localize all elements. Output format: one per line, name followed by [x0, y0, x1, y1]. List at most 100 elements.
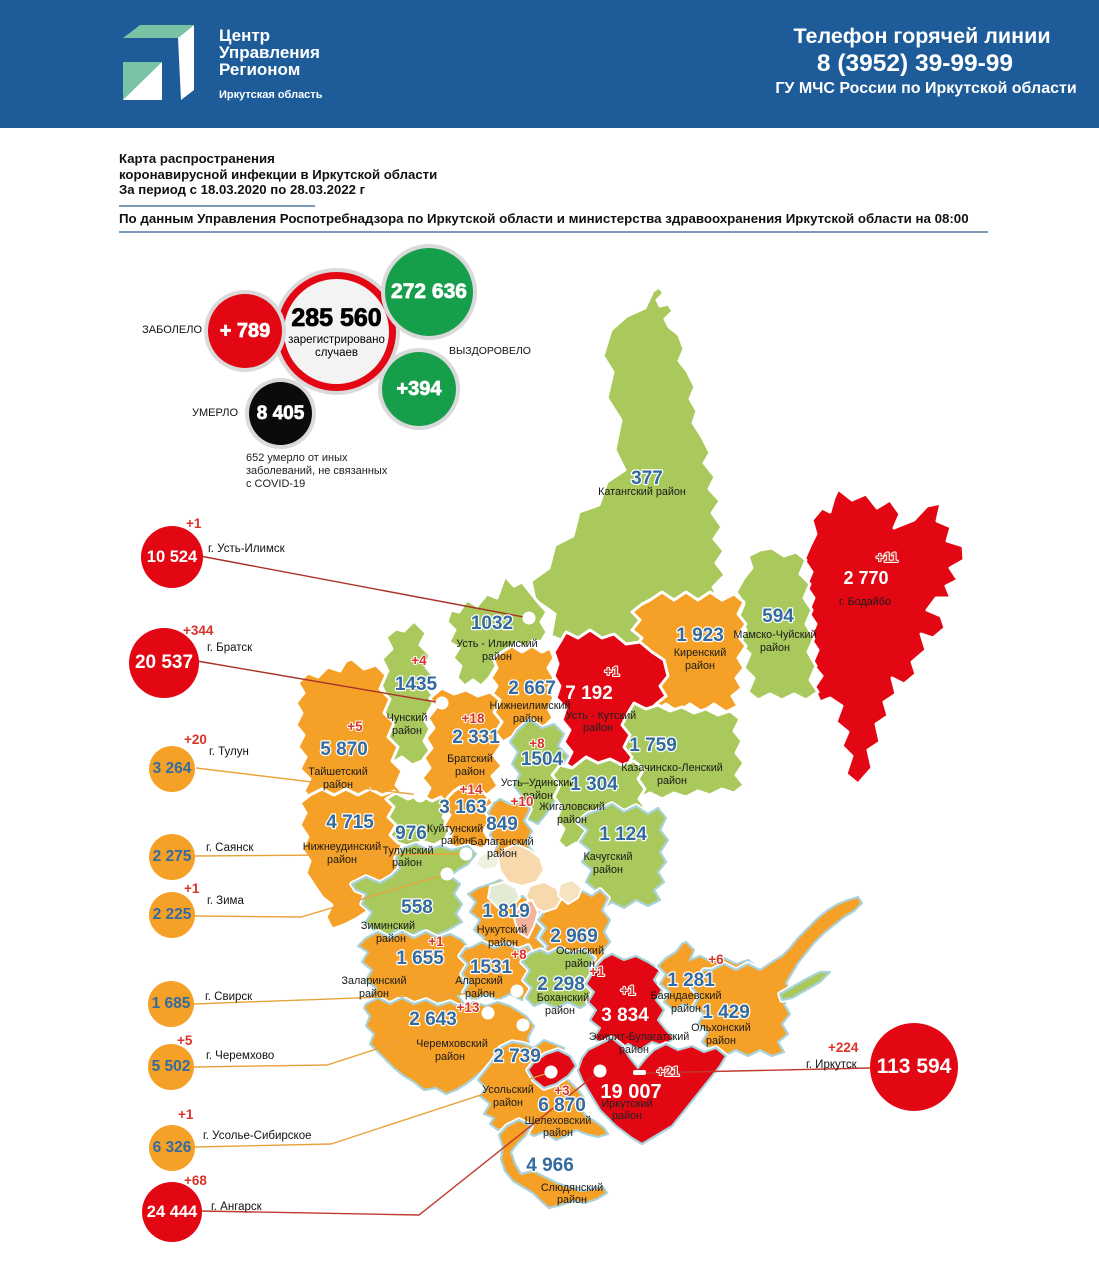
svg-text:район: район: [671, 1003, 701, 1015]
svg-text:1 759: 1 759: [629, 735, 677, 756]
svg-text:+8: +8: [511, 947, 527, 962]
svg-text:+21: +21: [657, 1064, 680, 1079]
svg-text:Чунский: Чунский: [387, 712, 428, 724]
svg-text:Аларский: Аларский: [455, 975, 503, 987]
svg-text:4 966: 4 966: [526, 1155, 574, 1176]
svg-text:377: 377: [631, 468, 663, 489]
svg-text:район: район: [760, 642, 790, 654]
svg-text:+8: +8: [529, 736, 545, 751]
svg-text:Баяндаевский: Баяндаевский: [650, 990, 721, 1002]
svg-text:+14: +14: [460, 782, 483, 797]
svg-text:+1: +1: [604, 664, 620, 679]
svg-text:район: район: [488, 937, 518, 949]
svg-text:2 667: 2 667: [508, 678, 556, 699]
svg-text:Катангский район: Катангский район: [598, 486, 686, 498]
svg-text:Казачинско-Ленский: Казачинско-Ленский: [621, 762, 723, 774]
svg-text:Усольский: Усольский: [482, 1084, 534, 1096]
svg-text:+3: +3: [554, 1083, 570, 1098]
svg-text:1 281: 1 281: [667, 970, 715, 991]
svg-text:район: район: [706, 1035, 736, 1047]
svg-text:Жигаловский: Жигаловский: [539, 801, 605, 813]
svg-text:Усть–Удинский: Усть–Удинский: [501, 777, 576, 789]
svg-text:4 715: 4 715: [326, 812, 374, 833]
svg-text:Усть - Илимский: Усть - Илимский: [456, 638, 537, 650]
svg-text:Братский: Братский: [447, 753, 493, 765]
svg-text:Мамско-Чуйский: Мамско-Чуйский: [733, 629, 816, 641]
svg-text:район: район: [455, 766, 485, 778]
svg-text:Киренский: Киренский: [674, 647, 726, 659]
svg-text:район: район: [327, 854, 357, 866]
svg-text:Балаганский: Балаганский: [470, 836, 533, 848]
svg-text:+18: +18: [462, 711, 485, 726]
svg-text:район: район: [465, 988, 495, 1000]
svg-text:район: район: [685, 660, 715, 672]
svg-text:1 304: 1 304: [570, 774, 618, 795]
svg-text:2 969: 2 969: [550, 926, 598, 947]
svg-text:Тайшетский: Тайшетский: [308, 766, 367, 778]
svg-text:Заларинский: Заларинский: [341, 975, 406, 987]
svg-text:1531: 1531: [470, 957, 513, 978]
svg-text:1 923: 1 923: [676, 625, 724, 646]
svg-text:Осинский: Осинский: [556, 945, 604, 957]
svg-text:2 770: 2 770: [843, 568, 888, 588]
svg-text:Шелеховский: Шелеховский: [525, 1115, 592, 1127]
svg-text:Иркутский: Иркутский: [601, 1098, 652, 1110]
svg-text:1 429: 1 429: [702, 1002, 750, 1023]
svg-text:1032: 1032: [471, 613, 513, 634]
svg-text:район: район: [392, 857, 422, 869]
svg-text:район: район: [323, 779, 353, 791]
svg-text:+1: +1: [428, 934, 444, 949]
svg-text:район: район: [493, 1097, 523, 1109]
svg-text:+5: +5: [347, 719, 363, 734]
svg-text:976: 976: [395, 823, 427, 844]
svg-text:район: район: [435, 1051, 465, 1063]
svg-text:район: район: [513, 713, 543, 725]
svg-text:3 163: 3 163: [439, 797, 487, 818]
svg-text:19 007: 19 007: [600, 1081, 661, 1103]
svg-text:район: район: [376, 933, 406, 945]
svg-text:+13: +13: [457, 1000, 480, 1015]
svg-text:район: район: [593, 864, 623, 876]
svg-text:район: район: [523, 790, 553, 802]
svg-text:+11: +11: [876, 550, 899, 565]
svg-text:Усть - Кутский: Усть - Кутский: [566, 710, 636, 722]
svg-text:район: район: [545, 1005, 575, 1017]
svg-text:1435: 1435: [395, 674, 438, 695]
svg-text:594: 594: [762, 606, 794, 627]
svg-text:Ольхонский: Ольхонский: [691, 1022, 751, 1034]
svg-text:район: район: [482, 651, 512, 663]
svg-text:1 124: 1 124: [599, 824, 647, 845]
svg-text:район: район: [392, 725, 422, 737]
svg-text:5 870: 5 870: [320, 739, 368, 760]
svg-text:Нижнеилимский: Нижнеилимский: [490, 700, 571, 712]
svg-text:558: 558: [401, 897, 433, 918]
svg-text:Боханский: Боханский: [537, 992, 589, 1004]
svg-text:Слюдянский: Слюдянский: [541, 1182, 603, 1194]
svg-text:3 834: 3 834: [601, 1005, 649, 1026]
svg-text:+6: +6: [708, 952, 724, 967]
svg-text:7 192: 7 192: [565, 683, 613, 704]
svg-text:2 298: 2 298: [537, 974, 585, 995]
svg-text:Черемховский: Черемховский: [416, 1038, 488, 1050]
svg-text:6 870: 6 870: [538, 1095, 586, 1116]
svg-text:район: район: [543, 1127, 573, 1139]
svg-text:район: район: [619, 1044, 649, 1056]
svg-text:район: район: [359, 988, 389, 1000]
svg-text:район: район: [657, 775, 687, 787]
svg-text:+10: +10: [511, 794, 534, 809]
svg-text:+4: +4: [411, 653, 427, 668]
svg-text:Нукутский: Нукутский: [477, 924, 527, 936]
svg-text:1504: 1504: [521, 749, 564, 770]
svg-text:Нижнеудинский: Нижнеудинский: [303, 841, 381, 853]
svg-text:+1: +1: [589, 964, 605, 979]
svg-text:Куйтунский: Куйтунский: [427, 823, 483, 835]
svg-text:1 819: 1 819: [482, 901, 530, 922]
svg-text:район: район: [441, 835, 471, 847]
svg-text:район: район: [487, 848, 517, 860]
svg-text:район: район: [612, 1110, 642, 1122]
svg-text:1 655: 1 655: [396, 948, 444, 969]
svg-text:2 739: 2 739: [493, 1046, 541, 1067]
svg-text:2 331: 2 331: [452, 727, 500, 748]
svg-text:район: район: [557, 1194, 587, 1206]
svg-text:+1: +1: [620, 983, 636, 998]
